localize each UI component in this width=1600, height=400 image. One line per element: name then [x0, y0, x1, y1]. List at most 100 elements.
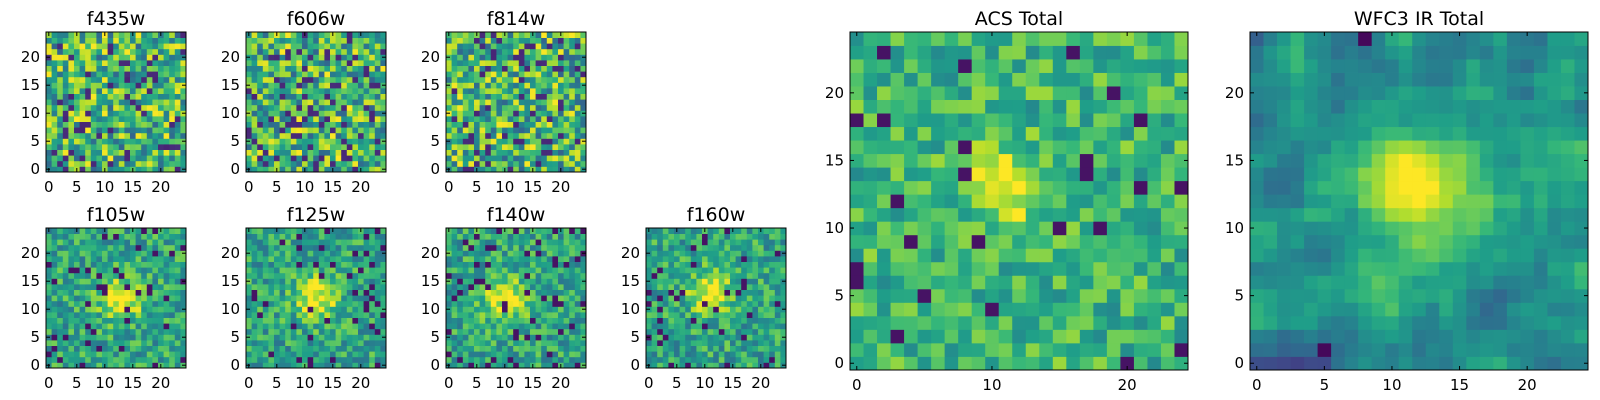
y-tick-label: 10: [221, 300, 240, 318]
heatmap-cell: [651, 233, 658, 240]
heatmap-cell: [285, 300, 292, 307]
heatmap-cell: [318, 250, 325, 257]
heatmap-cell: [1147, 342, 1162, 357]
heatmap-cell: [358, 54, 364, 61]
heatmap-cell: [102, 138, 108, 145]
heatmap-cell: [74, 323, 80, 330]
heatmap-cell: [496, 144, 503, 150]
heatmap-cell: [1012, 356, 1027, 371]
heatmap-cell: [268, 244, 275, 251]
heatmap-cell: [85, 71, 92, 78]
heatmap-cell: [346, 132, 353, 139]
heatmap-cell: [580, 37, 587, 44]
heatmap-cell: [85, 261, 92, 268]
heatmap-cell: [363, 244, 370, 251]
heatmap-cell: [90, 138, 97, 145]
heatmap-cell: [62, 284, 69, 290]
heatmap-cell: [57, 261, 64, 268]
heatmap-cell: [285, 356, 292, 363]
heatmap-cell: [107, 60, 114, 66]
heatmap-cell: [696, 295, 703, 302]
heatmap-cell: [735, 284, 742, 290]
heatmap-cell: [62, 334, 69, 341]
heatmap-cell: [507, 295, 514, 302]
heatmap-cell: [290, 306, 297, 313]
heatmap-cell: [541, 144, 548, 150]
heatmap-cell: [774, 334, 781, 341]
heatmap-cell: [174, 121, 181, 128]
heatmap-cell: [163, 144, 170, 150]
heatmap-cell: [552, 284, 559, 290]
heatmap-cell: [746, 250, 753, 257]
heatmap-cell: [451, 256, 458, 262]
heatmap-cell: [668, 328, 675, 335]
heatmap-cell: [569, 37, 576, 44]
heatmap-cell: [1066, 275, 1081, 290]
heatmap-cell: [335, 104, 342, 111]
heatmap-cell: [679, 244, 686, 251]
heatmap-cell: [113, 54, 120, 61]
heatmap-cell: [158, 132, 164, 139]
heatmap-cell: [46, 93, 52, 100]
heatmap-cell: [57, 289, 64, 296]
heatmap-cell: [57, 256, 64, 262]
heatmap-cell: [113, 261, 120, 268]
heatmap-cell: [474, 328, 480, 335]
heatmap-cell: [369, 362, 376, 369]
heatmap-cell: [446, 76, 452, 83]
heatmap-cell: [346, 295, 353, 302]
heatmap-cell: [358, 244, 364, 251]
heatmap-cell: [374, 239, 381, 246]
heatmap-cell: [96, 328, 103, 335]
heatmap-cell: [1025, 180, 1040, 195]
heatmap-cell: [135, 110, 142, 117]
heatmap-cell: [507, 351, 514, 358]
heatmap-cell: [524, 256, 531, 262]
heatmap-cell: [285, 149, 292, 156]
heatmap-cell: [79, 110, 86, 117]
heatmap-cell: [102, 116, 108, 122]
heatmap-cell: [457, 54, 464, 61]
heatmap-cell: [668, 244, 675, 251]
heatmap-cell: [130, 306, 136, 313]
heatmap-cell: [358, 138, 364, 145]
heatmap-cell: [530, 54, 536, 61]
heatmap-cell: [780, 340, 787, 346]
heatmap-cell: [290, 71, 297, 78]
heatmap-cell: [546, 99, 553, 106]
heatmap-cell: [107, 362, 114, 369]
heatmap-cell: [57, 54, 64, 61]
heatmap-cell: [552, 239, 559, 246]
heatmap-cell: [262, 244, 269, 251]
heatmap-cell: [62, 362, 69, 369]
heatmap-cell: [513, 328, 520, 335]
heatmap-cell: [502, 295, 508, 302]
heatmap-cell: [324, 104, 331, 111]
heatmap-cell: [574, 244, 581, 251]
heatmap-cell: [90, 76, 97, 83]
heatmap-cell: [558, 116, 564, 122]
heatmap-cell: [62, 328, 69, 335]
heatmap-cell: [563, 244, 570, 251]
heatmap-cell: [558, 132, 564, 139]
heatmap-cell: [546, 312, 553, 318]
heatmap-cell: [457, 328, 464, 335]
heatmap-cell: [330, 300, 336, 307]
heatmap-cell: [374, 65, 381, 72]
heatmap-cell: [279, 233, 286, 240]
heatmap-cell: [651, 289, 658, 296]
heatmap-cell: [262, 312, 269, 318]
heatmap-cell: [352, 43, 359, 50]
heatmap-cell: [524, 267, 531, 274]
heatmap-cell: [758, 306, 764, 313]
heatmap-cell: [724, 356, 731, 363]
heatmap-cell: [674, 256, 680, 262]
heatmap-cell: [496, 149, 503, 156]
heatmap-cell: [251, 306, 258, 313]
heatmap-cell: [541, 48, 548, 55]
heatmap-cell: [302, 37, 308, 44]
heatmap-cell: [462, 132, 469, 139]
heatmap-cell: [79, 71, 86, 78]
heatmap-cell: [374, 104, 381, 111]
heatmap-cell: [262, 132, 269, 139]
